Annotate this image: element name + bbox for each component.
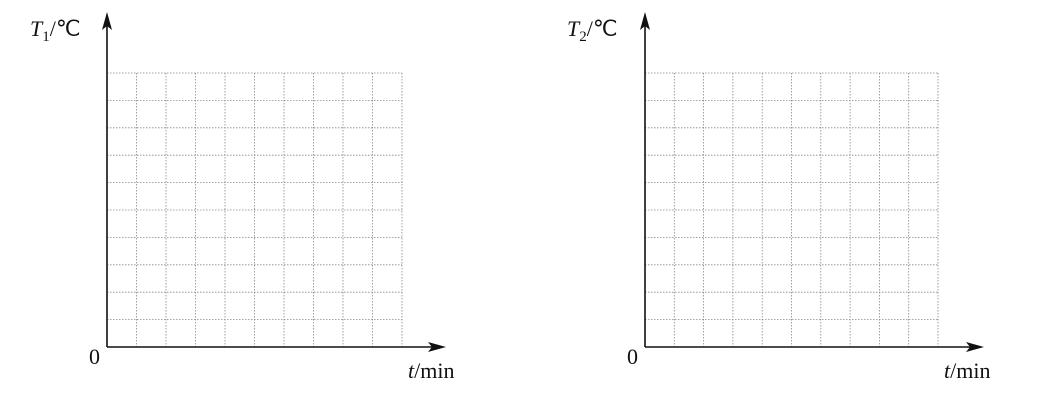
plot: T1/℃ 0 t/min: [30, 12, 454, 383]
origin-label: 0: [627, 344, 638, 369]
x-axis-arrow: [428, 342, 446, 352]
plot: T2/℃ 0 t/min: [567, 12, 990, 383]
y-axis-arrow: [102, 12, 112, 30]
x-axis-label: t/min: [944, 358, 990, 383]
x-axis-label: t/min: [408, 358, 454, 383]
y-axis-arrow: [640, 12, 650, 30]
origin-label: 0: [89, 344, 100, 369]
y-axis-label: T2/℃: [567, 16, 618, 45]
y-axis-label: T1/℃: [30, 16, 81, 45]
x-axis-arrow: [966, 342, 984, 352]
